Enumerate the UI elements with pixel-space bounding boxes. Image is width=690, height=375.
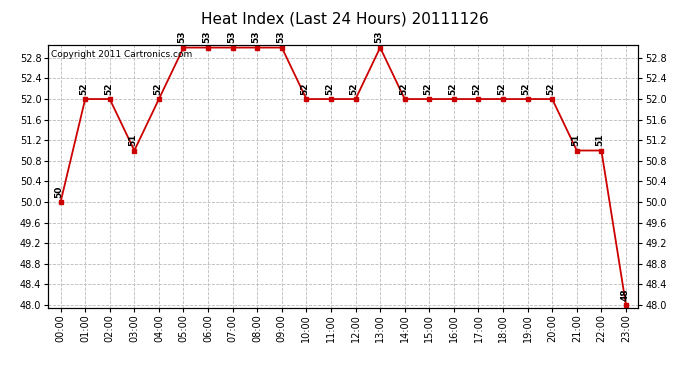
Text: 53: 53 [276,31,285,44]
Text: 51: 51 [128,134,137,146]
Text: 52: 52 [448,82,457,95]
Text: 52: 52 [104,82,113,95]
Text: 52: 52 [424,82,433,95]
Text: 52: 52 [546,82,555,95]
Text: Heat Index (Last 24 Hours) 20111126: Heat Index (Last 24 Hours) 20111126 [201,11,489,26]
Text: 52: 52 [301,82,310,95]
Text: 53: 53 [177,31,186,44]
Text: 52: 52 [497,82,506,95]
Text: 52: 52 [153,82,162,95]
Text: 52: 52 [399,82,408,95]
Text: 52: 52 [522,82,531,95]
Text: 48: 48 [620,288,629,301]
Text: 53: 53 [374,31,383,44]
Text: 53: 53 [251,31,260,44]
Text: 53: 53 [202,31,211,44]
Text: 52: 52 [350,82,359,95]
Text: 52: 52 [473,82,482,95]
Text: 52: 52 [79,82,88,95]
Text: 51: 51 [571,134,580,146]
Text: 53: 53 [227,31,236,44]
Text: 52: 52 [325,82,334,95]
Text: 51: 51 [595,134,604,146]
Text: Copyright 2011 Cartronics.com: Copyright 2011 Cartronics.com [51,50,193,59]
Text: 50: 50 [55,186,63,198]
